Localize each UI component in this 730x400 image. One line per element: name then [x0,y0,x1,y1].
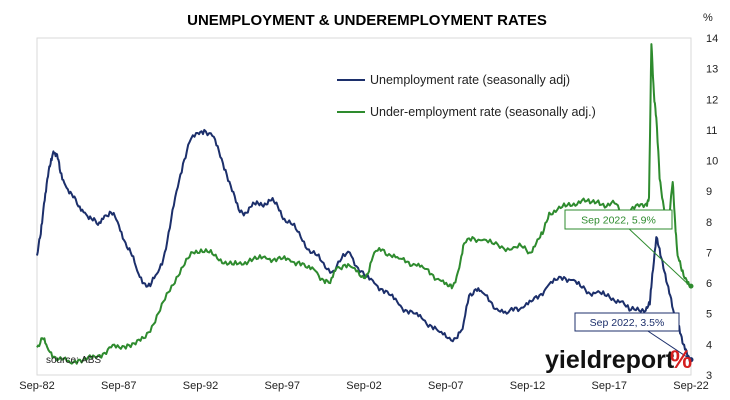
y-unit-label: % [703,12,713,24]
y-tick-label: 3 [706,370,712,382]
y-tick-label: 9 [706,186,712,198]
chart-title: UNEMPLOYMENT & UNDEREMPLOYMENT RATES [187,12,547,29]
y-tick-label: 7 [706,247,712,259]
y-tick-label: 11 [706,125,717,137]
x-tick-label: Sep-22 [673,380,708,392]
x-tick-label: Sep-07 [428,380,463,392]
brand-percent-symbol: % [670,346,692,374]
y-tick-label: 14 [706,33,718,45]
brand-text: yieldreport [545,346,675,374]
callout-underemployment: Sep 2022, 5.9% [564,209,694,289]
x-tick-label: Sep-82 [19,380,54,392]
x-tick-label: Sep-02 [346,380,381,392]
y-tick-label: 5 [706,309,712,321]
y-axis: 3 4 5 6 7 8 9 10 11 12 13 14 [706,33,718,382]
callout-point [688,357,694,363]
x-axis: Sep-82 Sep-87 Sep-92 Sep-97 Sep-02 Sep-07 Sep-… [19,380,708,392]
callout-box [564,209,673,230]
x-tick-label: Sep-17 [592,380,627,392]
y-tick-label: 13 [706,64,718,76]
callout-label: Sep 2022, 5.9% [581,215,656,227]
callout-label: Sep 2022, 3.5% [590,317,665,329]
legend: Unemployment rate (seasonally adj) Under… [337,73,596,119]
callout-point [688,283,694,289]
y-tick-label: 6 [706,278,712,290]
x-tick-label: Sep-87 [101,380,136,392]
callout-leader [628,228,689,285]
plot-frame [36,37,692,376]
legend-label-unemployment: Unemployment rate (seasonally adj) [370,73,570,87]
y-tick-label: 10 [706,156,718,168]
y-tick-label: 4 [706,339,712,351]
callout-leader [647,330,689,359]
annotations: Sep 2022, 5.9% Sep 2022, 3.5% [564,209,694,363]
source-note: source: ABS [46,355,101,366]
y-tick-label: 12 [706,94,718,106]
callout-unemployment: Sep 2022, 3.5% [574,312,694,363]
y-tick-label: 8 [706,217,712,229]
series-line-unemployment [36,128,692,362]
x-tick-label: Sep-12 [510,380,545,392]
x-tick-label: Sep-92 [183,380,218,392]
legend-label-underemployment: Under-employment rate (seasonally adj.) [370,105,596,119]
x-tick-label: Sep-97 [265,380,300,392]
callout-box [574,312,680,332]
brand-logo: yieldreport % [545,346,692,374]
